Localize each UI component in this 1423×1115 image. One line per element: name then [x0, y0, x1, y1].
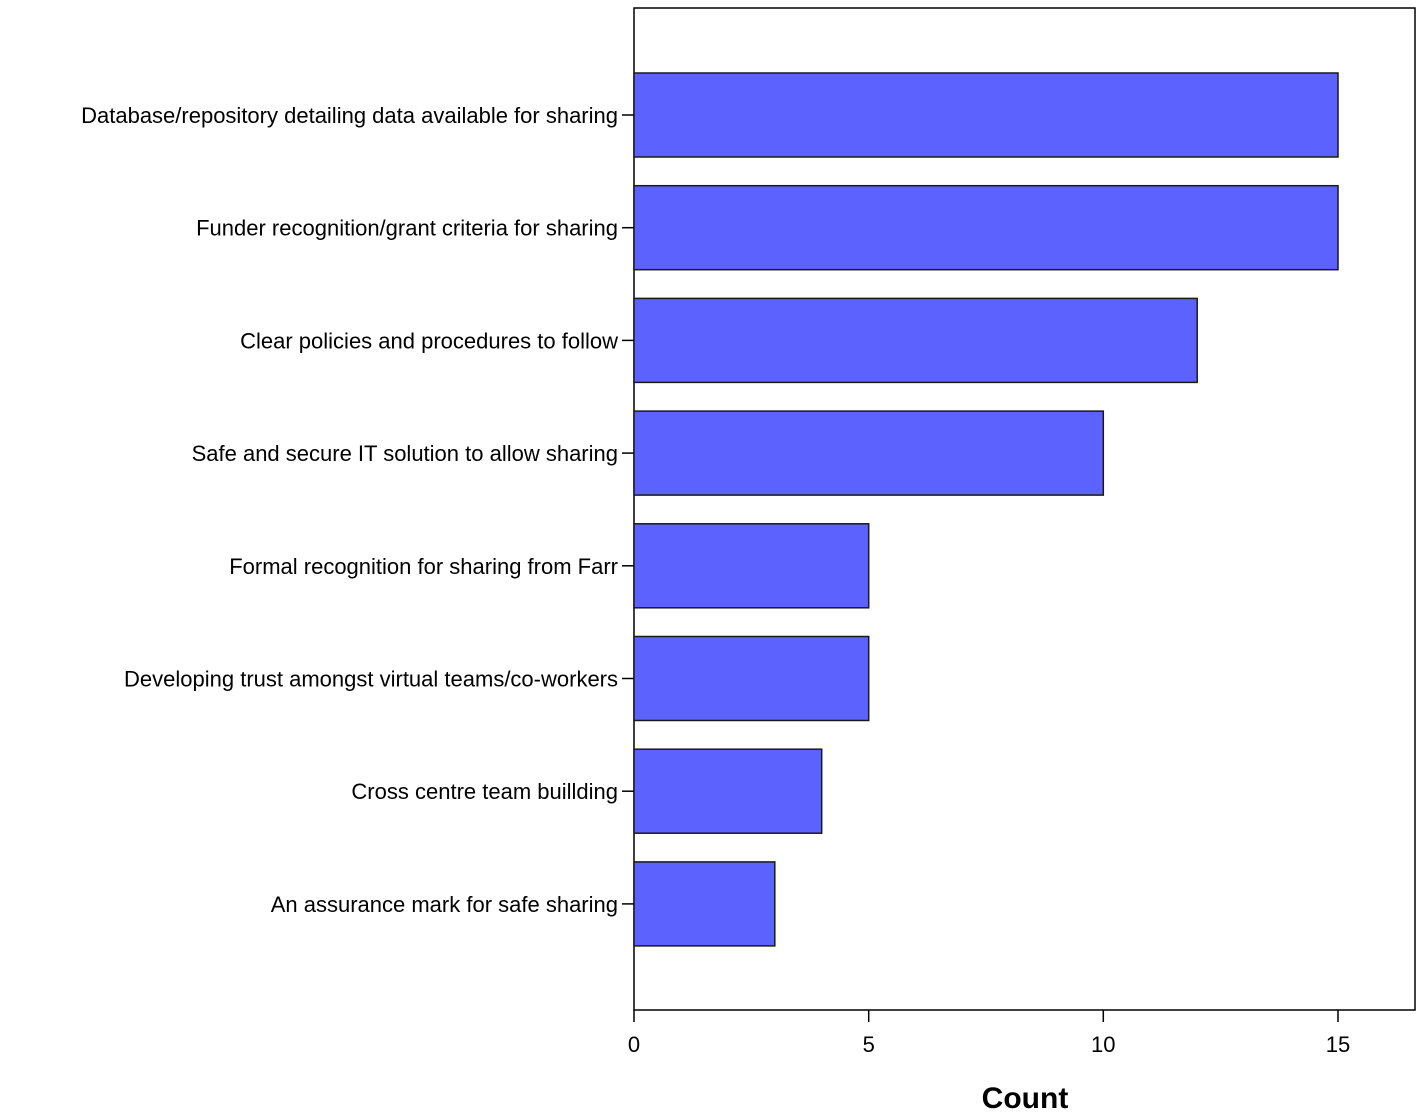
x-tick-label: 15 [1326, 1032, 1350, 1057]
bars-layer [633, 72, 1339, 947]
plot-frame [633, 7, 1416, 1011]
bar [633, 410, 1105, 496]
category-label: Safe and secure IT solution to allow sha… [192, 441, 618, 466]
category-label: Funder recognition/grant criteria for sh… [196, 216, 618, 241]
category-axis: Database/repository detailing data avail… [81, 103, 634, 917]
bar [633, 748, 823, 834]
bar [633, 184, 1339, 271]
bar [633, 861, 776, 947]
category-label: An assurance mark for safe sharing [271, 892, 618, 917]
category-label: Cross centre team buillding [351, 779, 618, 804]
x-axis-title: Count [982, 1082, 1069, 1115]
x-tick-label: 10 [1091, 1032, 1115, 1057]
bar [633, 72, 1339, 158]
category-label: Database/repository detailing data avail… [81, 103, 618, 128]
bar [633, 523, 870, 609]
category-label: Clear policies and procedures to follow [240, 328, 618, 353]
count-axis: 0 5 10 15 [628, 1010, 1350, 1057]
x-tick-label: 0 [628, 1032, 640, 1057]
category-label: Formal recognition for sharing from Farr [229, 554, 618, 579]
bar [633, 297, 1198, 384]
category-label: Developing trust amongst virtual teams/c… [124, 667, 618, 692]
x-tick-label: 5 [863, 1032, 875, 1057]
bar [633, 635, 870, 722]
